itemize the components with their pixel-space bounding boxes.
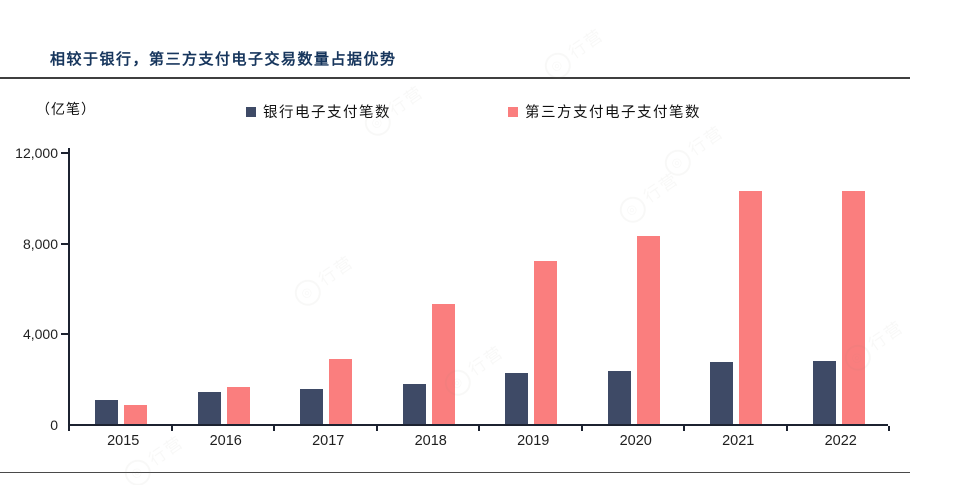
y-axis-unit-label: （亿笔）	[36, 103, 96, 118]
x-axis-label-2018: 2018	[414, 433, 447, 449]
legend-swatch-bank-icon	[246, 106, 256, 117]
watermark-logo: ◎行营	[288, 248, 360, 311]
x-axis-label-2019: 2019	[517, 433, 550, 449]
legend-swatch-third-party-icon	[508, 106, 518, 117]
y-axis-line	[68, 148, 70, 426]
x-axis-tick	[170, 426, 173, 431]
bottom-divider	[0, 472, 910, 473]
x-axis-label-2015: 2015	[107, 433, 140, 449]
bar-bank-2017	[300, 389, 324, 424]
y-axis-tick	[61, 333, 68, 336]
x-axis-tick	[888, 426, 890, 431]
x-axis-label-2021: 2021	[722, 433, 755, 449]
bar-third-party-2020	[636, 236, 660, 424]
watermark-logo: ◎行营	[658, 118, 730, 181]
watermark-circle-icon: ◎	[659, 144, 696, 181]
bar-third-party-2018	[431, 303, 455, 424]
bar-third-party-2017	[329, 359, 353, 424]
bar-third-party-2021	[739, 190, 763, 424]
x-axis-tick	[375, 426, 378, 431]
x-axis-tick	[580, 426, 583, 431]
y-axis-tick-label: 0	[50, 417, 58, 433]
bar-bank-2021	[710, 361, 734, 424]
bar-third-party-2022	[841, 190, 865, 424]
x-axis-tick	[683, 426, 685, 431]
x-axis-tick	[785, 426, 788, 431]
legend-item-third-party: 第三方支付电子支付笔数	[508, 101, 701, 122]
y-axis-tick	[61, 242, 68, 245]
bar-third-party-2015	[124, 405, 148, 424]
watermark-circle-icon: ◎	[119, 454, 156, 485]
legend-label-third-party: 第三方支付电子支付笔数	[525, 105, 701, 121]
bar-bank-2019	[505, 373, 529, 424]
x-axis-label-2022: 2022	[824, 433, 857, 449]
x-axis-label-2017: 2017	[312, 433, 345, 449]
legend-item-bank: 银行电子支付笔数	[246, 101, 391, 122]
bar-bank-2018	[402, 384, 426, 424]
y-axis-tick	[61, 152, 68, 154]
bar-bank-2020	[607, 370, 631, 424]
x-axis-line	[68, 424, 888, 426]
title-divider	[0, 77, 910, 79]
bar-third-party-2016	[226, 386, 250, 424]
x-axis-tick	[478, 426, 480, 431]
x-axis-label-2016: 2016	[209, 433, 242, 449]
watermark-circle-icon: ◎	[614, 191, 651, 228]
watermark-logo: ◎行营	[613, 165, 685, 228]
y-axis-tick-label: 4,000	[22, 326, 58, 343]
y-axis-tick-label: 8,000	[22, 235, 58, 252]
x-axis-tick	[273, 426, 275, 431]
x-axis-tick	[68, 426, 70, 431]
bar-third-party-2019	[534, 260, 558, 424]
x-axis-label-2020: 2020	[619, 433, 652, 449]
watermark-circle-icon: ◎	[289, 274, 326, 311]
bar-bank-2016	[197, 392, 221, 424]
watermark-logo: ◎行营	[538, 21, 610, 84]
y-axis-tick-label: 12,000	[15, 145, 58, 161]
bar-bank-2015	[95, 400, 119, 424]
page-title: 相较于银行，第三方支付电子交易数量占据优势	[50, 52, 397, 68]
bar-bank-2022	[812, 360, 836, 424]
legend-label-bank: 银行电子支付笔数	[263, 105, 391, 121]
